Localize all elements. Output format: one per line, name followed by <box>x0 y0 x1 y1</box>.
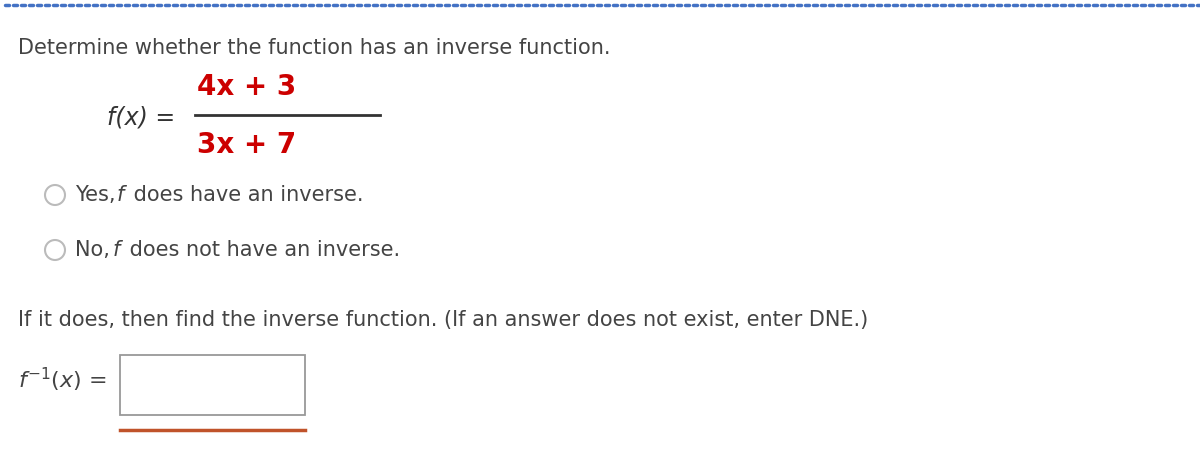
Text: f: f <box>113 240 120 260</box>
Text: No,: No, <box>74 240 116 260</box>
Text: Yes,: Yes, <box>74 185 122 205</box>
Text: f(x) =: f(x) = <box>107 105 175 129</box>
Text: does have an inverse.: does have an inverse. <box>127 185 364 205</box>
FancyBboxPatch shape <box>120 355 305 415</box>
Text: Determine whether the function has an inverse function.: Determine whether the function has an in… <box>18 38 611 58</box>
Text: 4x + 3: 4x + 3 <box>197 73 296 101</box>
Text: 3x + 7: 3x + 7 <box>197 131 296 159</box>
Text: $f^{-1}(x)$ =: $f^{-1}(x)$ = <box>18 366 107 394</box>
Text: does not have an inverse.: does not have an inverse. <box>124 240 400 260</box>
Text: f: f <box>118 185 125 205</box>
Text: If it does, then find the inverse function. (If an answer does not exist, enter : If it does, then find the inverse functi… <box>18 310 869 330</box>
